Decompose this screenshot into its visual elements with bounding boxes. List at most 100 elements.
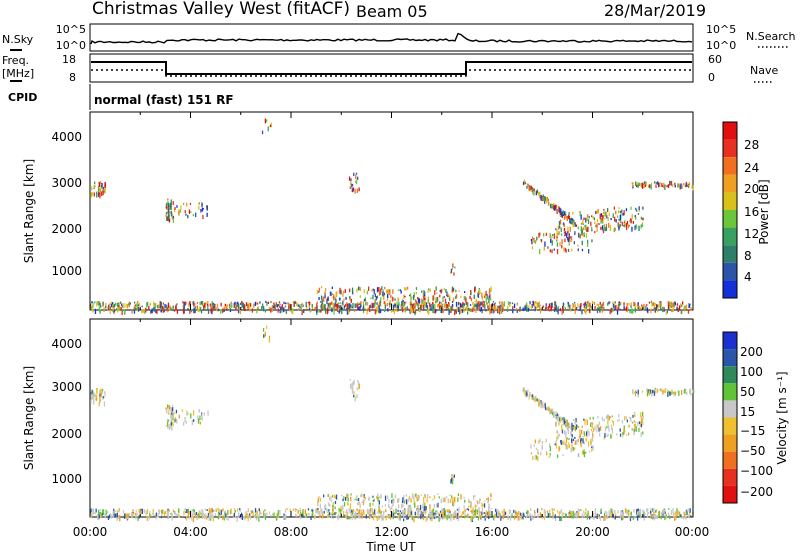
power-return <box>362 309 365 314</box>
power-return <box>618 303 620 309</box>
power-return <box>263 306 265 312</box>
velocity-return <box>568 512 570 517</box>
velocity-colorbar <box>722 331 738 504</box>
velocity-return <box>604 510 606 514</box>
velocity-return <box>533 510 536 514</box>
power-return <box>451 305 453 310</box>
velocity-return <box>100 394 103 398</box>
power-return <box>529 301 531 305</box>
velocity-return <box>356 502 359 506</box>
velocity-return <box>327 494 330 497</box>
velocity-return <box>523 387 525 391</box>
power-return <box>392 289 394 294</box>
velocity-return <box>462 511 464 515</box>
power-return <box>330 301 332 305</box>
velocity-return <box>171 413 173 419</box>
power-return <box>394 298 396 301</box>
velocity-return <box>630 417 632 422</box>
velocity-return <box>97 509 100 515</box>
velocity-return <box>587 429 589 434</box>
power-return <box>100 185 102 188</box>
power-return <box>653 181 656 184</box>
velocity-return <box>499 513 501 519</box>
power-return <box>522 307 524 312</box>
power-return <box>599 213 601 220</box>
power-return <box>608 222 610 228</box>
power-return <box>586 301 589 304</box>
velocity-return <box>192 513 194 518</box>
power-return <box>573 220 575 224</box>
power-return <box>613 229 615 232</box>
velocity-return <box>407 508 409 513</box>
velocity-return <box>664 508 666 511</box>
power-return <box>619 223 621 228</box>
power-return <box>102 186 104 191</box>
velocity-return <box>422 509 424 514</box>
power-return <box>558 231 560 235</box>
power-return <box>687 184 689 188</box>
power-return <box>113 303 116 308</box>
power-return <box>379 309 382 313</box>
power-return <box>566 233 568 238</box>
velocity-return <box>536 455 538 460</box>
velocity-return <box>338 508 340 512</box>
velocity-return <box>537 452 539 455</box>
power-return <box>596 210 598 214</box>
velocity-return <box>477 500 479 505</box>
velocity-return <box>376 516 378 521</box>
velocity-return <box>567 513 570 516</box>
velocity-return <box>635 391 637 394</box>
velocity-return <box>332 502 334 507</box>
velocity-return <box>158 509 160 513</box>
power-return <box>142 309 144 313</box>
power-return <box>183 301 185 306</box>
velocity-return <box>502 516 504 520</box>
power-return <box>388 302 391 306</box>
power-return <box>207 309 210 314</box>
power-return <box>378 301 381 306</box>
velocity-return <box>663 510 665 514</box>
power-return <box>637 183 639 188</box>
power-return <box>470 292 472 295</box>
power-return <box>563 215 566 220</box>
power-return <box>662 306 664 313</box>
power-return <box>418 307 420 310</box>
power-return <box>340 305 342 307</box>
velocity-return <box>528 394 530 400</box>
velocity-return <box>532 398 534 401</box>
power-return <box>433 294 435 301</box>
power-return <box>591 215 593 218</box>
power-return <box>614 301 616 304</box>
power-return <box>532 304 534 307</box>
power-return <box>289 303 291 309</box>
power-return <box>643 184 645 187</box>
velocity-return <box>608 428 610 432</box>
power-return <box>463 305 465 310</box>
velocity-return <box>199 415 201 420</box>
power-return <box>556 242 559 247</box>
power-return <box>556 229 558 235</box>
power-return <box>356 302 358 308</box>
power-return <box>283 301 285 305</box>
power-return <box>473 305 475 309</box>
velocity-return <box>634 423 636 430</box>
power-return <box>608 212 610 217</box>
velocity-return <box>248 513 251 516</box>
power-return <box>497 308 500 313</box>
power-return <box>98 192 100 197</box>
power-cbar-swatch <box>723 262 737 281</box>
power-return <box>588 216 590 219</box>
velocity-return <box>328 509 330 512</box>
velocity-return <box>451 497 453 503</box>
velocity-return <box>539 512 541 517</box>
velocity-return <box>369 510 371 515</box>
power-return <box>600 213 602 217</box>
velocity-return <box>335 511 337 515</box>
power-return <box>405 301 407 304</box>
velocity-return <box>378 500 380 505</box>
velocity-return <box>579 429 581 433</box>
power-return <box>442 296 444 302</box>
power-return <box>237 301 239 305</box>
velocity-return <box>420 510 422 516</box>
velocity-return <box>524 391 526 396</box>
